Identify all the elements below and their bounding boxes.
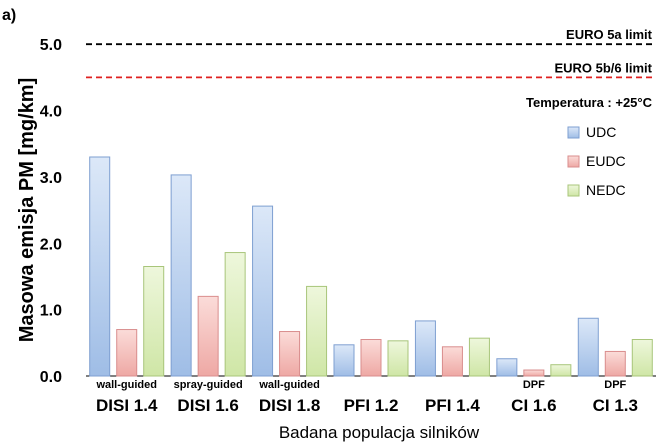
bar-udc: [496, 358, 518, 377]
y-tick-label: 1.0: [40, 303, 62, 320]
bar-nedc: [306, 285, 328, 377]
bar-nedc: [468, 337, 490, 377]
panel-label: a): [2, 7, 16, 24]
bar-udc: [333, 344, 355, 377]
y-tick-label: 3.0: [40, 170, 62, 187]
category-sublabel: wall-guided: [258, 379, 320, 391]
bar-eudc: [441, 346, 463, 377]
bar-udc: [577, 317, 599, 377]
x-tick-label: CI 1.6: [511, 396, 556, 415]
legend-label-nedc: NEDC: [586, 182, 626, 198]
reference-line-label: EURO 5a limit: [566, 27, 653, 42]
bar-udc: [170, 174, 192, 377]
x-axis-title: Badana populacja silników: [279, 423, 480, 442]
bar-udc: [89, 156, 111, 377]
temperature-annotation: Temperatura : +25°C: [526, 95, 653, 110]
bar-udc: [252, 205, 274, 377]
reference-line-label: EURO 5b/6 limit: [554, 60, 652, 75]
bar-eudc: [197, 295, 219, 377]
category-sublabel: DPF: [604, 379, 626, 391]
x-tick-label: DISI 1.8: [259, 396, 320, 415]
bar-nedc: [224, 252, 246, 377]
bar-eudc: [523, 369, 545, 377]
bar-nedc: [143, 266, 165, 377]
bar-eudc: [279, 331, 301, 377]
bar-nedc: [387, 340, 409, 377]
y-axis-title: Masowa emisja PM [mg/km]: [16, 78, 38, 343]
legend-swatch-eudc: [567, 155, 580, 168]
x-tick-label: DISI 1.4: [96, 396, 158, 415]
legend-label-udc: UDC: [586, 124, 616, 140]
x-tick-label: PFI 1.2: [344, 396, 399, 415]
legend-swatch-nedc: [567, 184, 580, 197]
legend-label-eudc: EUDC: [586, 153, 626, 169]
bar-udc: [414, 320, 436, 377]
y-tick-label: 0.0: [40, 369, 62, 386]
bar-nedc: [550, 364, 572, 377]
legend: UDC EUDC NEDC: [567, 124, 626, 198]
bar-nedc: [631, 339, 653, 377]
plot-area: 0.0 1.0 2.0 3.0 4.0 5.0 EURO 5a limit EURO 5b/6…: [40, 27, 656, 415]
y-tick-label: 5.0: [40, 37, 62, 54]
x-tick-label: DISI 1.6: [177, 396, 238, 415]
bar-eudc: [116, 329, 138, 377]
bar-eudc: [604, 350, 626, 377]
y-tick-label: 2.0: [40, 236, 62, 253]
category-sublabel: wall-guided: [95, 379, 157, 391]
category-sublabel: DPF: [523, 379, 545, 391]
category-sublabel: spray-guided: [174, 379, 243, 391]
legend-swatch-udc: [567, 126, 580, 139]
x-tick-label: CI 1.3: [593, 396, 638, 415]
y-tick-label: 4.0: [40, 104, 62, 121]
x-tick-label: PFI 1.4: [425, 396, 480, 415]
bar-eudc: [360, 339, 382, 377]
